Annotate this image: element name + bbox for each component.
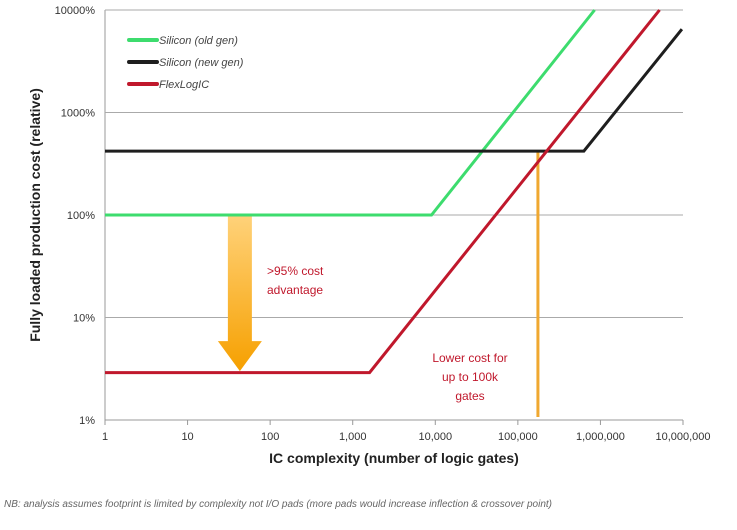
x-tick-label: 100,000 [498, 431, 538, 443]
x-tick-label: 10,000,000 [655, 431, 710, 443]
y-tick-label: 10% [73, 313, 95, 325]
y-tick-label: 10000% [55, 5, 96, 17]
legend-label: Silicon (old gen) [159, 35, 238, 47]
x-tick-label: 1 [102, 431, 108, 443]
x-axis-label: IC complexity (number of logic gates) [269, 450, 519, 466]
series-line-silicon-new-gen- [105, 28, 684, 153]
x-tick-label: 100 [261, 431, 279, 443]
series-line-flexlogic [105, 9, 661, 375]
x-tick-label: 1,000,000 [576, 431, 625, 443]
annotation-lower-cost: gates [455, 389, 484, 403]
x-tick-label: 10,000 [418, 431, 452, 443]
annotation-cost-advantage: advantage [267, 283, 323, 297]
y-tick-label: 1000% [61, 108, 95, 120]
legend-label: FlexLogIC [159, 79, 209, 91]
x-tick-label: 10 [181, 431, 193, 443]
footnote: NB: analysis assumes footprint is limite… [4, 499, 552, 510]
x-tick-label: 1,000 [339, 431, 367, 443]
y-tick-label: 100% [67, 210, 95, 222]
cost-advantage-arrow [217, 215, 262, 372]
legend-label: Silicon (new gen) [159, 57, 244, 69]
series-line-silicon-old-gen- [105, 9, 596, 217]
y-axis-label: Fully loaded production cost (relative) [27, 88, 43, 342]
annotation-lower-cost: up to 100k [442, 370, 499, 384]
y-tick-label: 1% [79, 415, 95, 427]
annotation-lower-cost: Lower cost for [432, 351, 507, 365]
annotation-cost-advantage: >95% cost [267, 264, 324, 278]
